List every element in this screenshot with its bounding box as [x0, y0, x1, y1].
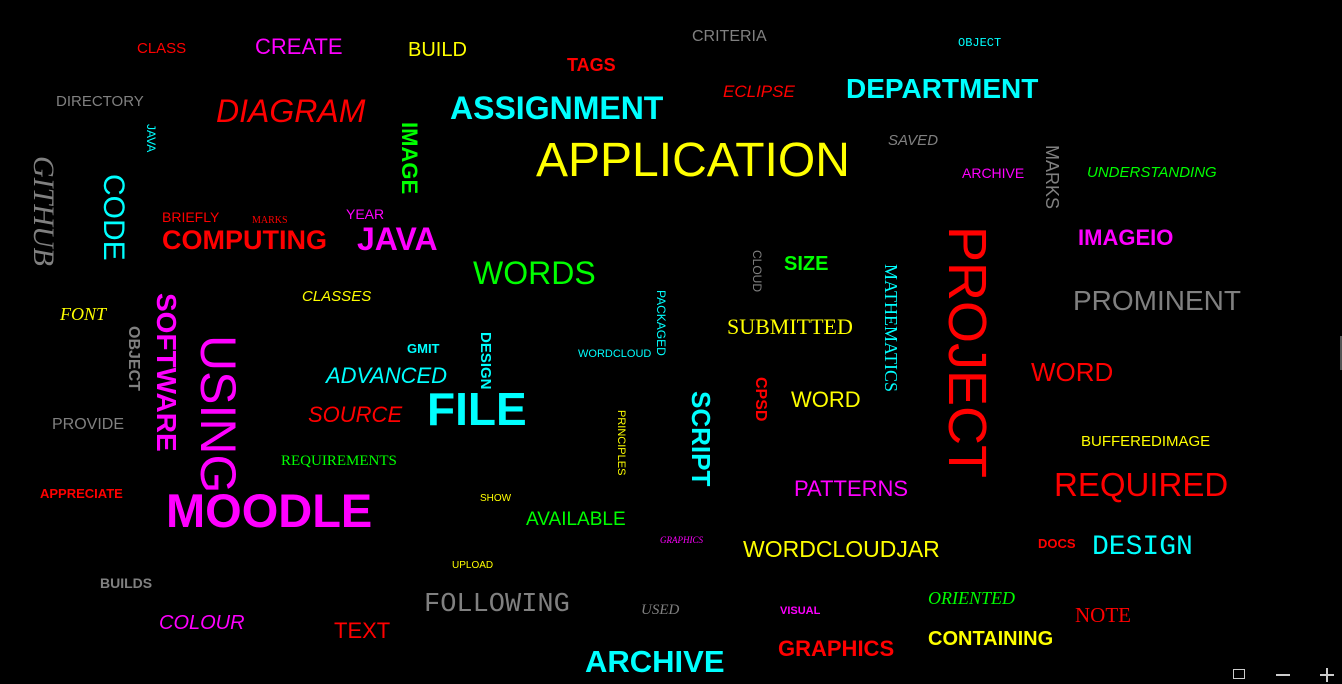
word-word-yellow: WORD — [791, 387, 861, 412]
word-required: REQUIRED — [1054, 466, 1229, 503]
word-imageio: IMAGEIO — [1078, 225, 1174, 250]
word-cpsd: CPSD — [752, 377, 769, 422]
word-wordcloud: WORDCLOUD — [578, 348, 652, 360]
word-java-small: JAVA — [144, 124, 158, 153]
word-build: BUILD — [408, 39, 467, 61]
zoom-toolbar — [1222, 662, 1342, 684]
fit-to-screen-icon[interactable] — [1230, 667, 1248, 681]
word-software: SOFTWARE — [151, 293, 182, 452]
word-gmit: GMIT — [407, 341, 440, 356]
word-principles: PRINCIPLES — [615, 410, 627, 476]
word-object-left: OBJECT — [125, 326, 142, 391]
word-colour: COLOUR — [159, 612, 245, 634]
word-upload: UPLOAD — [452, 560, 494, 571]
word-word-red: WORD — [1031, 357, 1114, 387]
scrollbar-handle[interactable] — [1340, 336, 1342, 370]
word-show: SHOW — [480, 493, 512, 504]
word-script: SCRIPT — [686, 391, 716, 487]
zoom-in-icon[interactable] — [1318, 667, 1336, 682]
word-github: GITHUB — [27, 156, 60, 266]
word-containing: CONTAINING — [928, 628, 1054, 650]
word-font: FONT — [60, 304, 107, 324]
word-briefly: BRIEFLY — [162, 209, 220, 225]
word-application: APPLICATION — [536, 134, 850, 187]
word-directory: DIRECTORY — [56, 93, 144, 110]
word-advanced: ADVANCED — [326, 363, 448, 388]
word-assignment: ASSIGNMENT — [450, 90, 664, 126]
word-file: FILE — [427, 383, 527, 435]
word-wordcloudjar: WORDCLOUDJAR — [743, 536, 940, 562]
word-text: TEXT — [334, 618, 391, 643]
word-using: USING — [190, 335, 246, 494]
word-class: CLASS — [137, 40, 187, 57]
word-patterns: PATTERNS — [794, 476, 909, 501]
word-code: CODE — [97, 174, 130, 261]
word-saved: SAVED — [888, 132, 939, 149]
word-graphics-small: GRAPHICS — [660, 535, 703, 545]
word-builds: BUILDS — [100, 575, 153, 591]
word-project: PROJECT — [937, 226, 997, 479]
word-mathematics: MATHEMATICS — [881, 264, 901, 393]
word-appreciate: APPRECIATE — [40, 486, 123, 501]
word-year: YEAR — [346, 206, 385, 222]
word-image: IMAGE — [397, 122, 422, 195]
word-classes: CLASSES — [302, 288, 372, 305]
word-tags: TAGS — [567, 55, 616, 75]
word-understanding: UNDERSTANDING — [1087, 164, 1217, 181]
word-criteria: CRITERIA — [692, 28, 767, 45]
word-source: SOURCE — [308, 402, 403, 427]
word-requirements: REQUIREMENTS — [281, 453, 397, 469]
word-oriented: ORIENTED — [928, 588, 1015, 608]
word-visual: VISUAL — [780, 605, 821, 617]
word-prominent: PROMINENT — [1073, 285, 1241, 316]
word-java: JAVA — [357, 221, 438, 257]
word-computing: COMPUTING — [162, 225, 327, 255]
word-object-top: OBJECT — [958, 36, 1002, 50]
word-diagram: DIAGRAM — [216, 93, 366, 129]
word-note: NOTE — [1075, 603, 1131, 627]
word-words: WORDS — [473, 255, 596, 291]
word-docs: DOCS — [1038, 536, 1076, 551]
word-create: CREATE — [255, 34, 343, 59]
word-department: DEPARTMENT — [846, 73, 1039, 104]
word-size: SIZE — [784, 253, 829, 275]
word-graphics: GRAPHICS — [778, 636, 895, 661]
word-following: FOLLOWING — [424, 590, 570, 620]
word-bufferedimage: BUFFEREDIMAGE — [1081, 433, 1211, 450]
word-packaged: PACKAGED — [654, 290, 668, 356]
word-submitted: SUBMITTED — [727, 314, 853, 339]
word-design-vertical: DESIGN — [477, 332, 494, 390]
word-archive-small: ARCHIVE — [962, 165, 1025, 181]
word-provide: PROVIDE — [52, 416, 125, 433]
word-marks: MARKS — [1042, 145, 1062, 210]
word-eclipse: ECLIPSE — [723, 82, 795, 101]
word-used: USED — [641, 602, 680, 618]
word-available: AVAILABLE — [526, 509, 626, 530]
word-design: DESIGN — [1092, 532, 1193, 563]
word-cloud: CLOUD — [750, 250, 764, 293]
word-moodle: MOODLE — [166, 484, 373, 537]
word-archive: ARCHIVE — [585, 644, 725, 679]
word-marks-small: MARKS — [252, 215, 288, 226]
zoom-out-icon[interactable] — [1274, 667, 1292, 681]
